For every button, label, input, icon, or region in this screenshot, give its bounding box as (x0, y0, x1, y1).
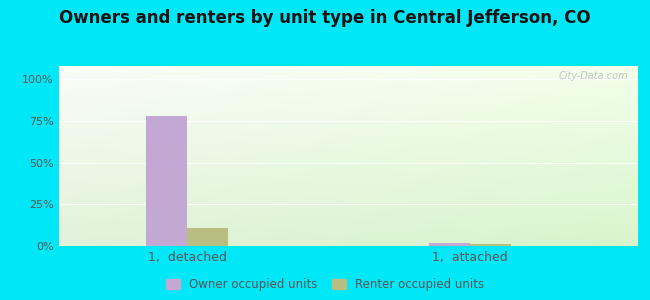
Bar (187, 228, 228, 246)
Bar (146, 116, 187, 246)
Bar (429, 243, 470, 246)
Bar (470, 244, 511, 246)
Legend: Owner occupied units, Renter occupied units: Owner occupied units, Renter occupied un… (166, 278, 484, 291)
Text: City-Data.com: City-Data.com (559, 71, 629, 81)
Text: Owners and renters by unit type in Central Jefferson, CO: Owners and renters by unit type in Centr… (59, 9, 591, 27)
